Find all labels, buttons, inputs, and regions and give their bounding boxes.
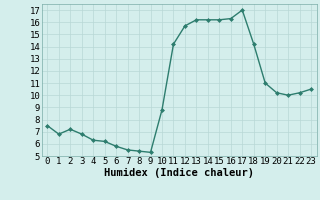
X-axis label: Humidex (Indice chaleur): Humidex (Indice chaleur) bbox=[104, 168, 254, 178]
